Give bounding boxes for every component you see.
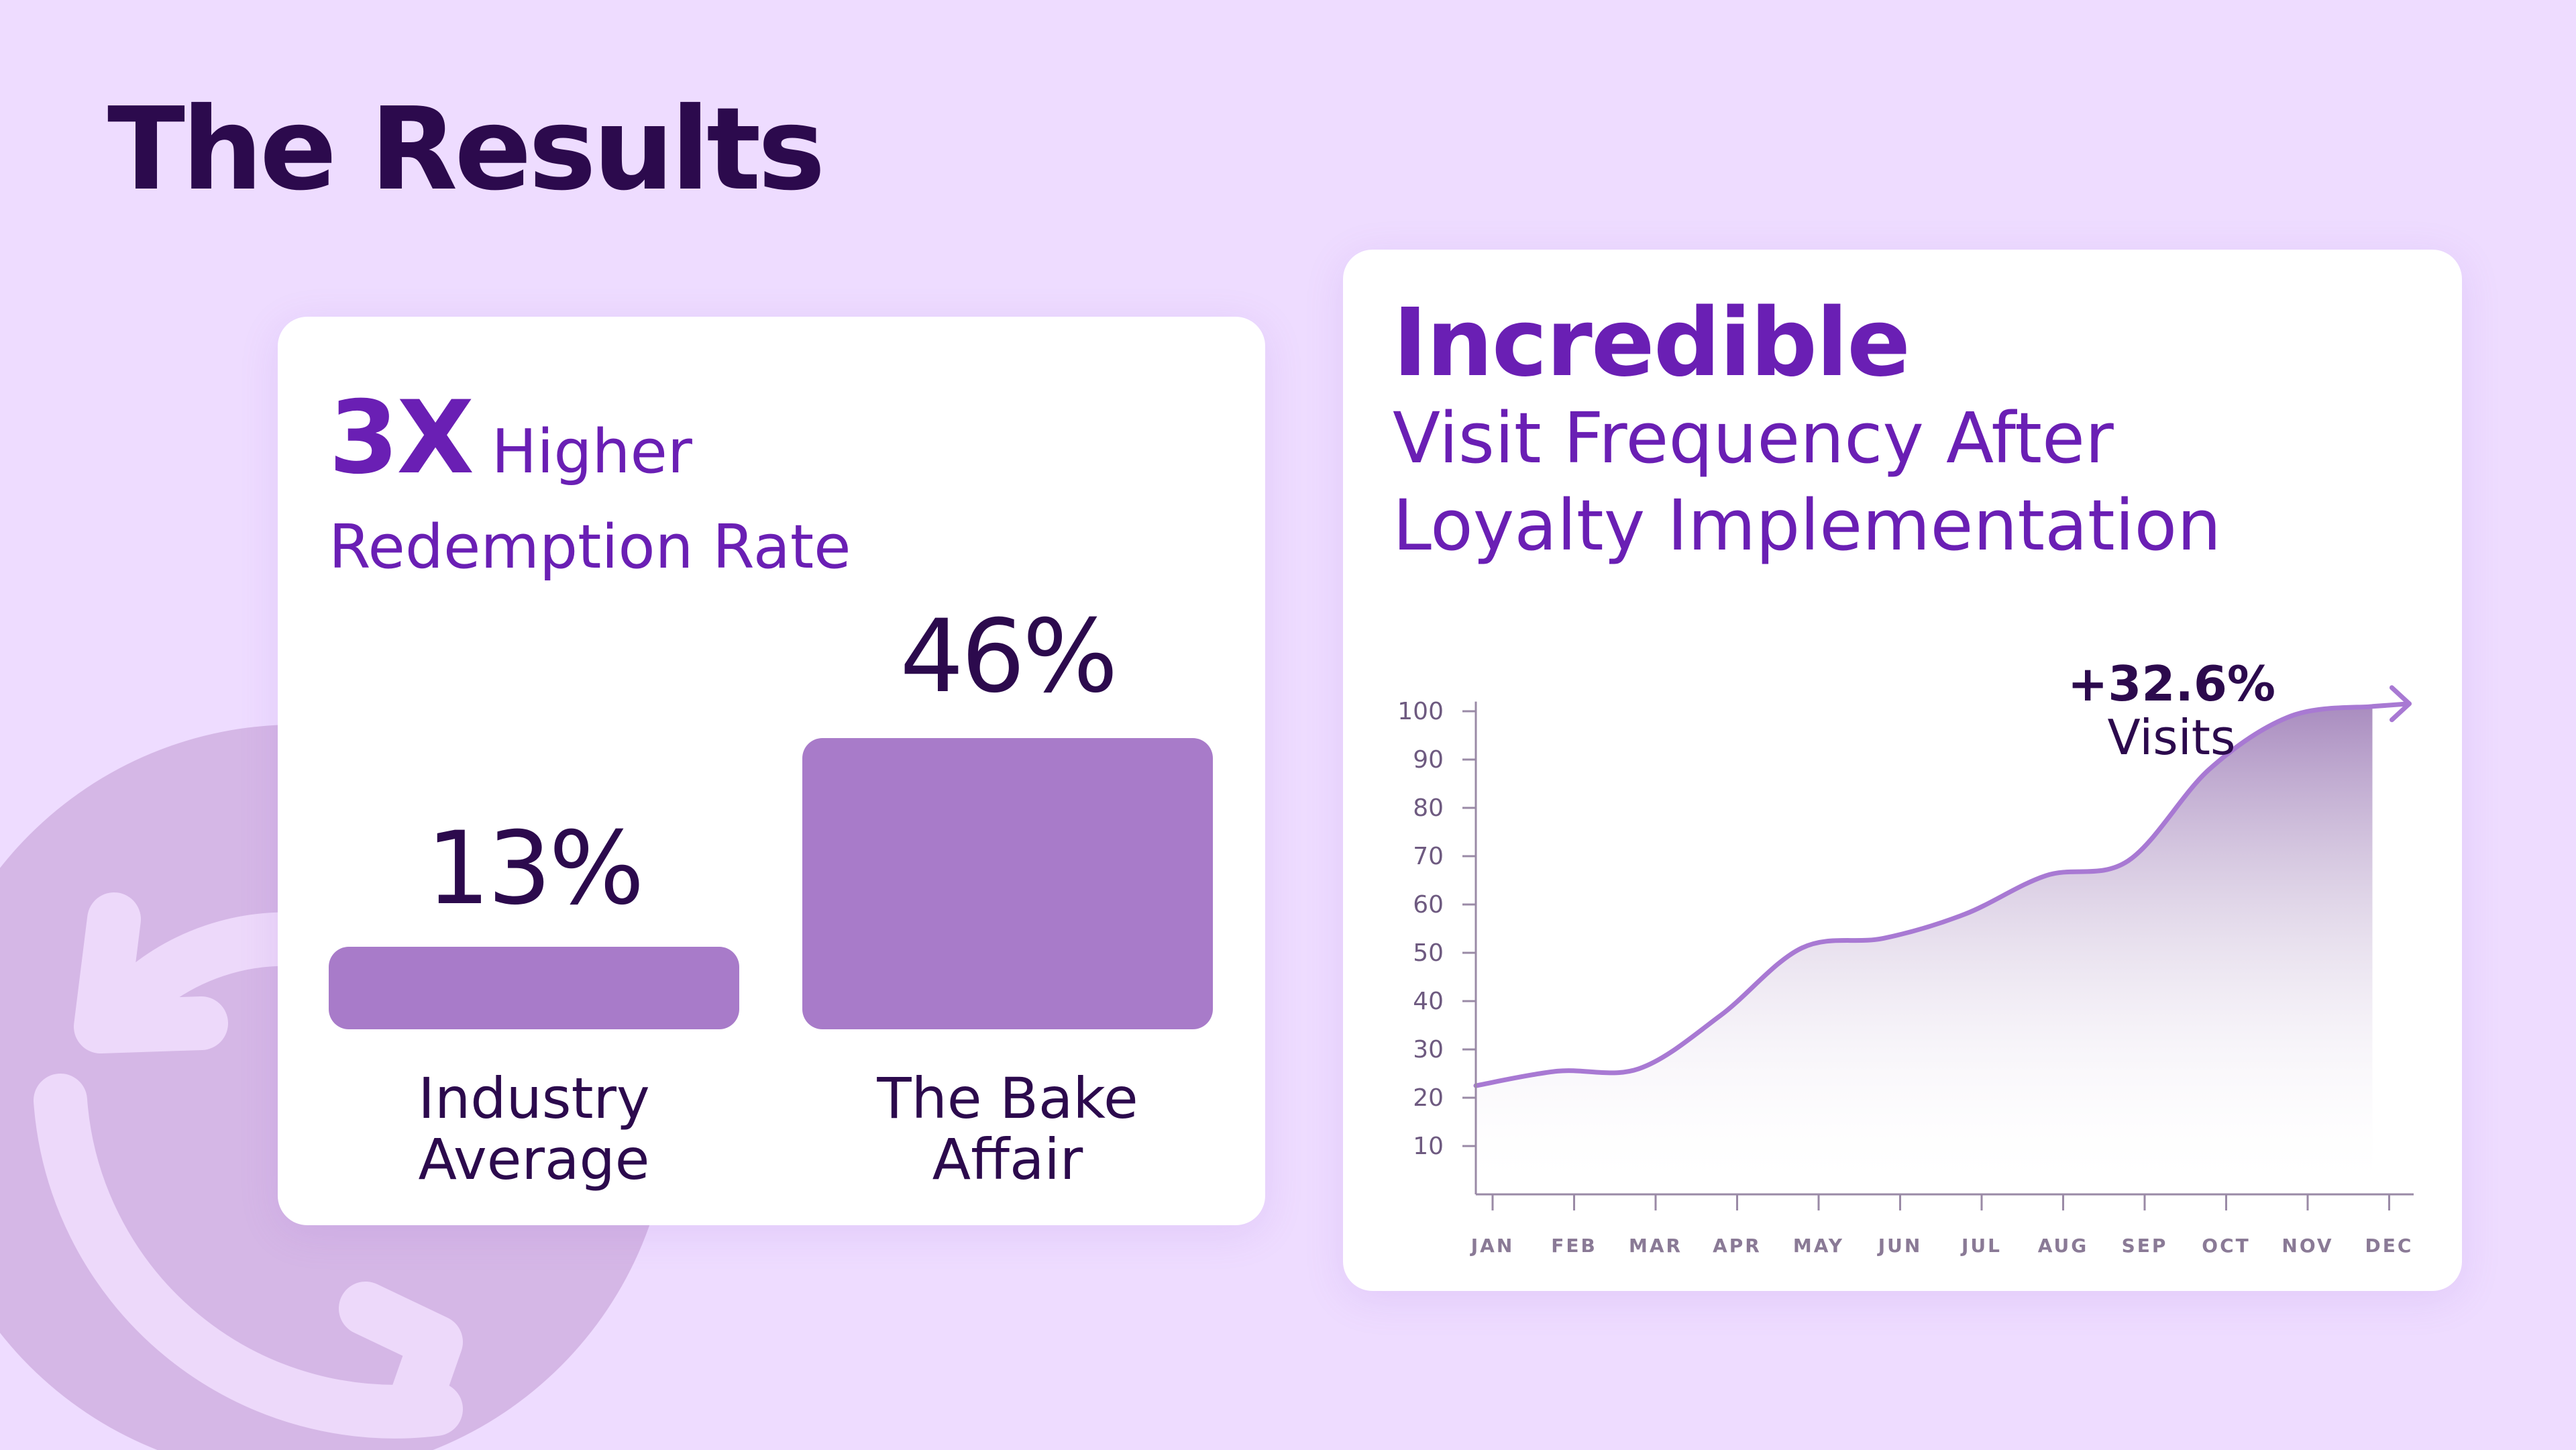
category-line: The Bake (877, 1066, 1138, 1131)
x-tick-label: FEB (1551, 1235, 1597, 1257)
redemption-headline: 3X Higher Redemption Rate (329, 370, 851, 588)
line-arrow-head (2390, 685, 2412, 723)
area-fill (1476, 706, 2373, 1194)
headline-multiplier: 3X (329, 380, 474, 497)
annotation-value: +32.6% (2068, 656, 2275, 712)
x-tick-label: DEC (2365, 1235, 2414, 1257)
x-tick-label: AUG (2038, 1235, 2089, 1257)
y-tick-label: 100 (1397, 698, 1444, 725)
y-tick-label: 30 (1413, 1036, 1444, 1064)
y-tick-label: 70 (1413, 843, 1444, 870)
visit-frequency-chart: 10 20 30 40 50 60 70 80 90 100 JAN FEB MAR APR MAY JUN… (1397, 656, 2414, 1257)
y-tick-label: 40 (1413, 988, 1444, 1015)
bar-category-label: The Bake Affair (802, 1068, 1213, 1190)
bar-value-label: 46% (900, 599, 1118, 715)
x-tick-label: JUL (1960, 1235, 2002, 1257)
y-tick-label: 60 (1413, 891, 1444, 919)
x-tick-label: JUN (1877, 1235, 1923, 1257)
x-tick-label: MAY (1793, 1235, 1844, 1257)
category-line: Affair (932, 1126, 1083, 1192)
y-tick-label: 10 (1413, 1133, 1444, 1160)
headline-line: Visit Frequency After (1393, 397, 2114, 479)
x-tick-label: OCT (2202, 1235, 2250, 1257)
headline-line: Loyalty Implementation (1393, 484, 2222, 566)
refresh-arrows-icon (34, 892, 463, 1439)
category-line: Average (418, 1126, 650, 1192)
redemption-rate-card: 3X Higher Redemption Rate 13% 46% Indust… (278, 317, 1265, 1225)
headline-incredible: Incredible (1393, 289, 1911, 398)
headline-higher: Higher (491, 417, 692, 487)
bar-industry-average (329, 947, 739, 1029)
x-tick-label: NOV (2282, 1235, 2333, 1257)
visit-frequency-headline: Visit Frequency After Loyalty Implementa… (1393, 395, 2221, 569)
bar-the-bake-affair (802, 738, 1213, 1029)
annotation-label: Visits (2108, 709, 2236, 766)
y-tick-label: 20 (1413, 1084, 1444, 1112)
visit-frequency-card: Incredible Visit Frequency After Loyalty… (1343, 250, 2462, 1291)
x-tick-label: JAN (1470, 1235, 1515, 1257)
x-tick-label: MAR (1629, 1235, 1682, 1257)
x-tick-label: SEP (2122, 1235, 2168, 1257)
bar-value-label: 13% (426, 811, 644, 927)
bar-category-label: Industry Average (329, 1068, 739, 1190)
headline-redemption-rate: Redemption Rate (329, 511, 851, 582)
x-tick-label: APR (1713, 1235, 1762, 1257)
y-tick-label: 90 (1413, 746, 1444, 774)
page-title: The Results (107, 83, 826, 216)
y-tick-label: 80 (1413, 794, 1444, 822)
category-line: Industry (418, 1066, 650, 1131)
y-tick-label: 50 (1413, 939, 1444, 967)
series-line (1473, 701, 2412, 1088)
